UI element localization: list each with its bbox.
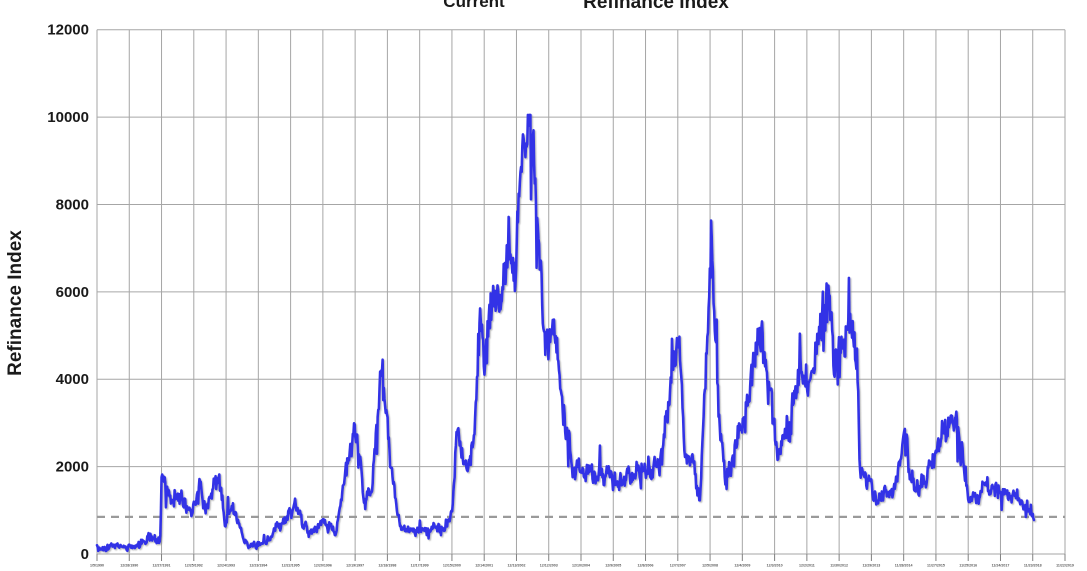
svg-text:12/14/2001: 12/14/2001 [475, 564, 493, 568]
svg-text:12/17/1999: 12/17/1999 [411, 564, 429, 568]
svg-text:12/22/1995: 12/22/1995 [282, 564, 300, 568]
svg-text:4000: 4000 [56, 371, 89, 388]
svg-text:2000: 2000 [56, 459, 89, 476]
svg-text:12/23/1994: 12/23/1994 [249, 564, 267, 568]
svg-text:12/27/1991: 12/27/1991 [153, 564, 171, 568]
svg-text:11/25/2016: 11/25/2016 [959, 564, 977, 568]
svg-text:12/7/2007: 12/7/2007 [670, 564, 686, 568]
svg-text:12/12/2003: 12/12/2003 [540, 564, 558, 568]
svg-text:11/29/2013: 11/29/2013 [863, 564, 881, 568]
svg-text:12/3/2010: 12/3/2010 [767, 564, 783, 568]
svg-text:11/28/2014: 11/28/2014 [895, 564, 913, 568]
svg-text:12/5/2008: 12/5/2008 [702, 564, 718, 568]
svg-text:11/30/2012: 11/30/2012 [830, 564, 848, 568]
svg-text:12/9/2005: 12/9/2005 [605, 564, 621, 568]
svg-text:11/27/2015: 11/27/2015 [927, 564, 945, 568]
svg-text:1/5/1990: 1/5/1990 [90, 564, 104, 568]
svg-text:12/24/1993: 12/24/1993 [217, 564, 235, 568]
svg-text:6000: 6000 [56, 284, 89, 301]
svg-text:12/15/2000: 12/15/2000 [443, 564, 461, 568]
svg-text:12/19/1997: 12/19/1997 [346, 564, 364, 568]
svg-text:8000: 8000 [56, 196, 89, 213]
svg-text:12/25/1992: 12/25/1992 [185, 564, 203, 568]
svg-text:11/24/2017: 11/24/2017 [992, 564, 1010, 568]
svg-text:12/28/1990: 12/28/1990 [120, 564, 138, 568]
svg-text:12/2/2011: 12/2/2011 [799, 564, 815, 568]
svg-text:11/23/2018: 11/23/2018 [1024, 564, 1042, 568]
svg-text:0: 0 [81, 546, 89, 563]
svg-text:12/18/1998: 12/18/1998 [378, 564, 396, 568]
svg-text:10000: 10000 [47, 109, 89, 126]
svg-text:12/4/2009: 12/4/2009 [734, 564, 750, 568]
svg-text:12000: 12000 [47, 22, 89, 39]
svg-text:11/22/2019: 11/22/2019 [1056, 564, 1074, 568]
svg-text:12/10/2004: 12/10/2004 [572, 564, 590, 568]
svg-text:12/20/1996: 12/20/1996 [314, 564, 332, 568]
svg-text:12/8/2006: 12/8/2006 [638, 564, 654, 568]
svg-text:12/13/2002: 12/13/2002 [507, 564, 525, 568]
